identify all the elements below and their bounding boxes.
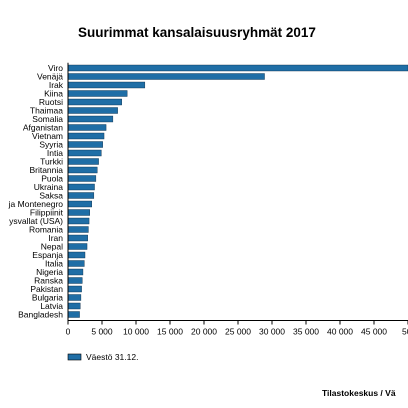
bar (67, 115, 114, 123)
category-label: Nepal (41, 242, 63, 252)
bar (67, 149, 102, 157)
category-labels: ViroVenäjäIrakKiinaRuotsiThaimaaSomaliaA… (8, 63, 64, 320)
category-label: Romania (29, 225, 63, 235)
category-label: ysvallat (USA) (9, 216, 63, 226)
bar (67, 166, 98, 174)
category-label: Turkki (40, 157, 63, 167)
category-label: Somalia (32, 114, 63, 124)
x-tick-label: 30 000 (259, 327, 285, 337)
x-tick-label: 0 (66, 327, 71, 337)
bar (67, 192, 95, 199)
bar (67, 260, 85, 267)
legend-label: Väestö 31.12. (86, 352, 138, 362)
bar (67, 243, 88, 250)
bar (67, 81, 146, 89)
x-tick-label: 25 000 (225, 327, 251, 337)
bar (67, 277, 83, 284)
bar (67, 141, 103, 148)
bar (67, 200, 92, 208)
bar (67, 124, 107, 131)
category-label: Saksa (39, 191, 63, 201)
category-label: Latvia (40, 301, 63, 311)
bar (67, 268, 84, 276)
bar (67, 98, 122, 106)
chart-title: Suurimmat kansalaisuusryhmät 2017 (78, 25, 316, 40)
bars-group (67, 64, 408, 318)
legend: Väestö 31.12. (67, 352, 138, 362)
category-label: Afganistan (23, 123, 63, 133)
category-label: Thaimaa (30, 106, 63, 116)
bar (67, 234, 88, 242)
bar (67, 302, 81, 310)
category-label: Nigeria (36, 267, 63, 277)
category-label: Kiina (44, 89, 63, 99)
x-tick-label: 15 000 (157, 327, 183, 337)
x-tick-label: 10 000 (123, 327, 149, 337)
category-label: Italia (45, 259, 63, 269)
category-label: Iran (48, 233, 63, 243)
category-label: Puola (41, 174, 63, 184)
category-label: Pakistan (30, 284, 63, 294)
x-tick-label: 40 000 (327, 327, 353, 337)
bar (67, 311, 80, 318)
category-label: Bulgaria (32, 293, 63, 303)
category-label: Vietnam (32, 131, 63, 141)
category-label: Filippiinit (30, 208, 64, 218)
category-label: ja Montenegro (8, 199, 64, 209)
x-tick-label: 20 000 (191, 327, 217, 337)
category-label: Syyria (39, 140, 63, 150)
category-label: Irak (49, 80, 64, 90)
category-label: Viro (48, 63, 63, 73)
x-tick-label: 45 000 (361, 327, 387, 337)
source-note: Tilastokeskus / Vä (322, 388, 396, 398)
category-label: Venäjä (37, 72, 63, 82)
category-label: Ukraina (34, 182, 64, 192)
category-label: Bangladesh (18, 310, 63, 320)
bar (67, 158, 99, 165)
category-label: Ruotsi (39, 97, 63, 107)
bar (67, 251, 86, 259)
legend-swatch (67, 353, 82, 361)
bar (67, 107, 118, 114)
category-label: Espanja (32, 250, 63, 260)
bar (67, 285, 82, 293)
bar (67, 175, 97, 182)
bar (67, 217, 90, 225)
bar (67, 64, 408, 72)
bar (67, 226, 89, 233)
bar (67, 294, 82, 301)
bar (67, 183, 95, 191)
category-label: Britannia (29, 165, 63, 175)
category-label: Intia (47, 148, 63, 158)
bar (67, 132, 105, 140)
bar (67, 90, 128, 97)
x-tick-label: 35 000 (293, 327, 319, 337)
bar (67, 209, 90, 216)
x-tick-label: 5 000 (91, 327, 113, 337)
x-axis: 0 5 000 10 000 15 000 20 000 25 000 30 000 35 0… (66, 62, 408, 337)
bar (67, 73, 265, 80)
category-label: Ranska (34, 276, 63, 286)
x-tick-label: 50 (402, 327, 408, 337)
